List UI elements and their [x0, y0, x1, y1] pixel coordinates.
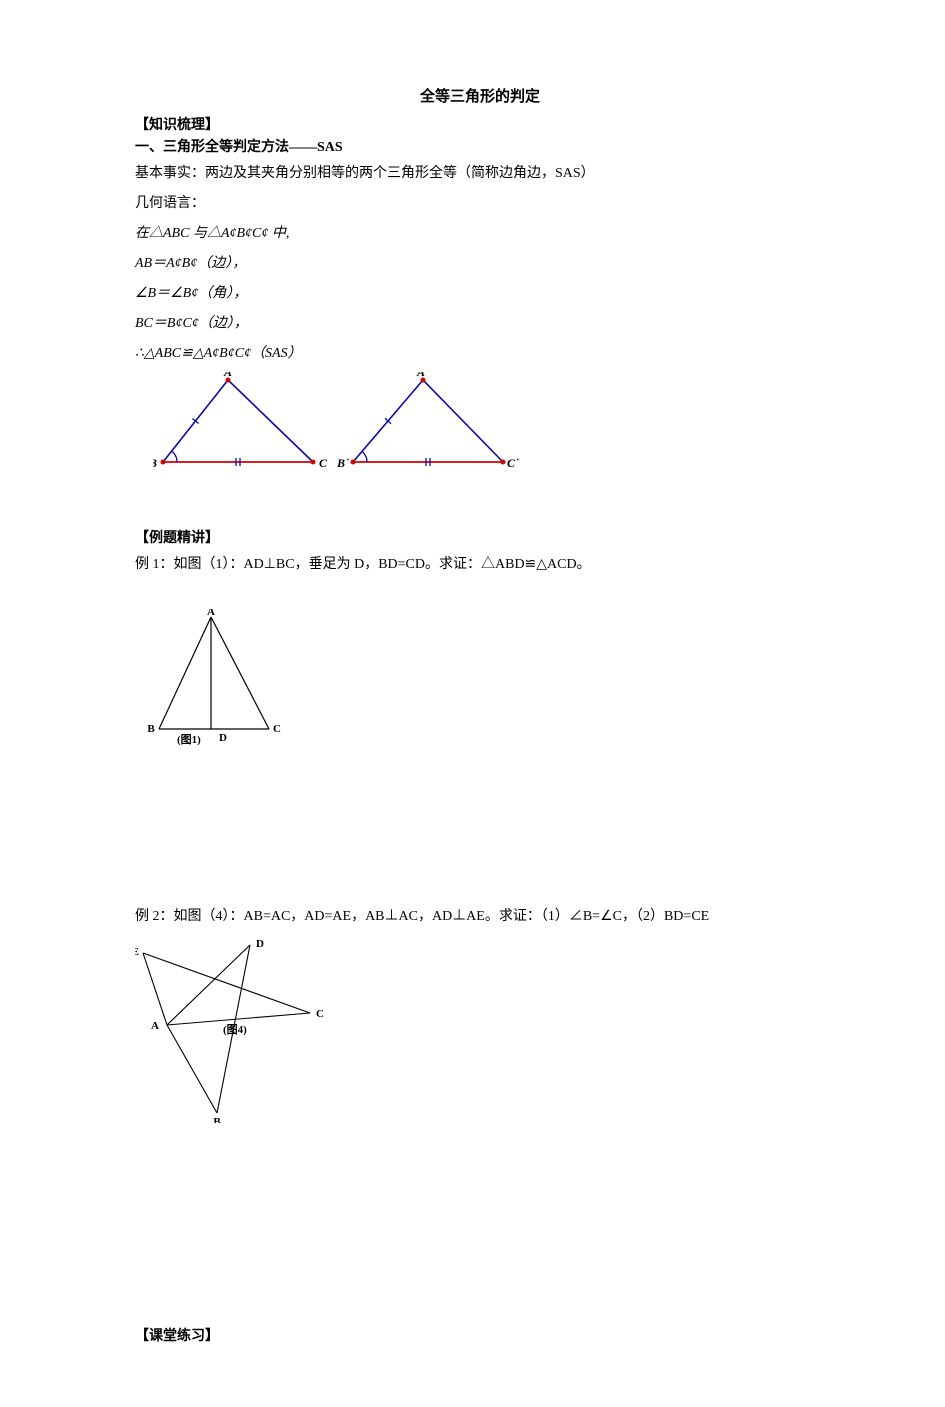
knowledge-header: 【知识梳理】: [135, 114, 825, 134]
triangle-pair-svg: A B C A´ B´ C´: [153, 372, 523, 477]
svg-text:(图4): (图4): [223, 1023, 247, 1036]
example-1-text: 例 1：如图（1）：AD⊥BC，垂足为 D，BD=CD。求证：△ABD≌△ACD…: [135, 553, 825, 573]
page-title: 全等三角形的判定: [135, 85, 825, 106]
section1-title: 一、三角形全等判定方法——SAS: [135, 136, 825, 156]
svg-text:D: D: [256, 938, 264, 950]
svg-text:C: C: [319, 456, 328, 470]
svg-text:C´: C´: [507, 456, 520, 470]
figure-4: A E D C B (图4): [135, 933, 825, 1123]
example-2-text: 例 2：如图（4）：AB=AC，AD=AE，AB⊥AC，AD⊥AE。求证：（1）…: [135, 905, 825, 925]
figure-1-svg: A B C D (图1): [141, 609, 301, 749]
svg-text:B: B: [213, 1116, 221, 1123]
condition-1: AB＝A¢B¢（边），: [135, 252, 825, 272]
svg-text:B´: B´: [336, 456, 350, 470]
figure-4-svg: A E D C B (图4): [135, 933, 335, 1123]
sas-conclusion: ∴△ABC≌△A¢B¢C¢（SAS）: [135, 342, 825, 362]
basic-fact: 基本事实：两边及其夹角分别相等的两个三角形全等（简称边角边，SAS）: [135, 162, 825, 182]
svg-text:A: A: [207, 609, 215, 618]
figure-1: A B C D (图1): [141, 609, 825, 749]
triangle-pair-figure: A B C A´ B´ C´: [153, 372, 825, 477]
examples-header: 【例题精讲】: [135, 527, 825, 547]
geom-language-label: 几何语言：: [135, 192, 825, 212]
svg-text:D: D: [219, 732, 227, 744]
svg-text:E: E: [135, 946, 139, 958]
document-page: 全等三角形的判定 【知识梳理】 一、三角形全等判定方法——SAS 基本事实：两边…: [0, 0, 945, 1407]
svg-text:A´: A´: [416, 372, 430, 379]
practice-header: 【课堂练习】: [135, 1325, 825, 1345]
svg-text:(图1): (图1): [177, 733, 201, 746]
condition-3: BC＝B¢C¢（边），: [135, 312, 825, 332]
condition-2: ∠B＝∠B¢（角），: [135, 282, 825, 302]
svg-text:C: C: [316, 1008, 324, 1020]
svg-text:C: C: [273, 723, 281, 735]
in-triangles-statement: 在△ABC 与△A¢B¢C¢ 中,: [135, 222, 825, 242]
svg-text:A: A: [223, 372, 232, 379]
svg-text:B: B: [147, 723, 155, 735]
svg-text:A: A: [151, 1020, 159, 1032]
svg-text:B: B: [153, 456, 157, 470]
